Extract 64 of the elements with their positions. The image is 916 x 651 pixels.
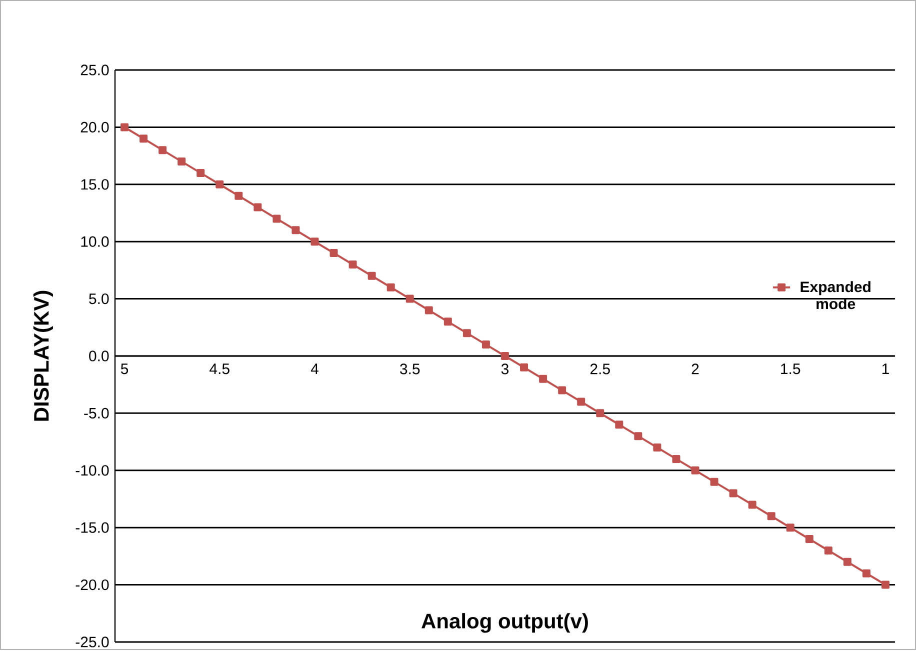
y-axis-title: DISPLAY(KV) xyxy=(33,291,53,421)
point xyxy=(462,329,471,338)
x-tick-label: 5 xyxy=(120,364,128,374)
point xyxy=(178,158,186,166)
point xyxy=(862,570,870,578)
y-tick-label: 0.0 xyxy=(89,350,109,362)
point xyxy=(881,580,890,589)
x-tick-label: 4 xyxy=(310,364,318,374)
y-tick-label: -15.0 xyxy=(76,522,109,534)
point xyxy=(710,478,718,486)
point xyxy=(767,512,776,520)
point xyxy=(330,249,338,258)
point xyxy=(691,466,700,475)
point xyxy=(786,524,794,532)
x-tick-label: 1 xyxy=(882,364,889,374)
legend-label: Expanded mode xyxy=(800,281,870,310)
point xyxy=(653,444,662,452)
point xyxy=(196,169,205,178)
point xyxy=(500,352,509,360)
point xyxy=(558,386,566,394)
point xyxy=(120,123,129,132)
y-tick-label: 15.0 xyxy=(81,179,109,190)
point xyxy=(368,272,376,280)
point xyxy=(615,420,624,429)
point xyxy=(596,409,604,418)
y-tick-label: 5.0 xyxy=(89,294,109,304)
point xyxy=(843,558,852,566)
point xyxy=(348,260,357,269)
point xyxy=(424,306,433,314)
y-tick-label: -5.0 xyxy=(84,408,109,419)
point xyxy=(234,192,243,200)
point xyxy=(310,238,319,246)
point xyxy=(158,146,167,154)
point xyxy=(539,375,548,384)
y-tick-label: -10.0 xyxy=(76,465,109,476)
y-tick-label: 25.0 xyxy=(80,64,109,76)
x-tick-label: 2 xyxy=(692,364,699,374)
point xyxy=(482,340,490,349)
x-tick-label: 2.5 xyxy=(590,364,610,374)
point xyxy=(272,214,281,223)
y-tick-label: 20.0 xyxy=(80,122,109,133)
point xyxy=(805,535,814,544)
x-axis-title: Analog output(v) xyxy=(422,613,588,633)
x-tick-label: 1.5 xyxy=(781,364,800,374)
point xyxy=(824,546,832,555)
point xyxy=(520,364,528,372)
y-tick-label: -25.0 xyxy=(76,636,109,648)
y-tick-label: -20.0 xyxy=(76,580,109,590)
point xyxy=(386,284,395,292)
point xyxy=(729,489,738,498)
point xyxy=(672,455,680,464)
point xyxy=(634,432,642,440)
point xyxy=(216,180,224,189)
y-tick-label: 10.0 xyxy=(81,236,109,248)
point xyxy=(292,226,300,234)
point xyxy=(444,318,452,326)
point xyxy=(577,398,586,406)
point xyxy=(748,500,756,509)
point xyxy=(254,203,262,212)
x-tick-label: 3.5 xyxy=(400,364,420,374)
x-tick-label: 3 xyxy=(501,364,509,374)
point xyxy=(140,134,148,143)
x-tick-label: 4.5 xyxy=(210,364,230,374)
point xyxy=(406,294,414,303)
